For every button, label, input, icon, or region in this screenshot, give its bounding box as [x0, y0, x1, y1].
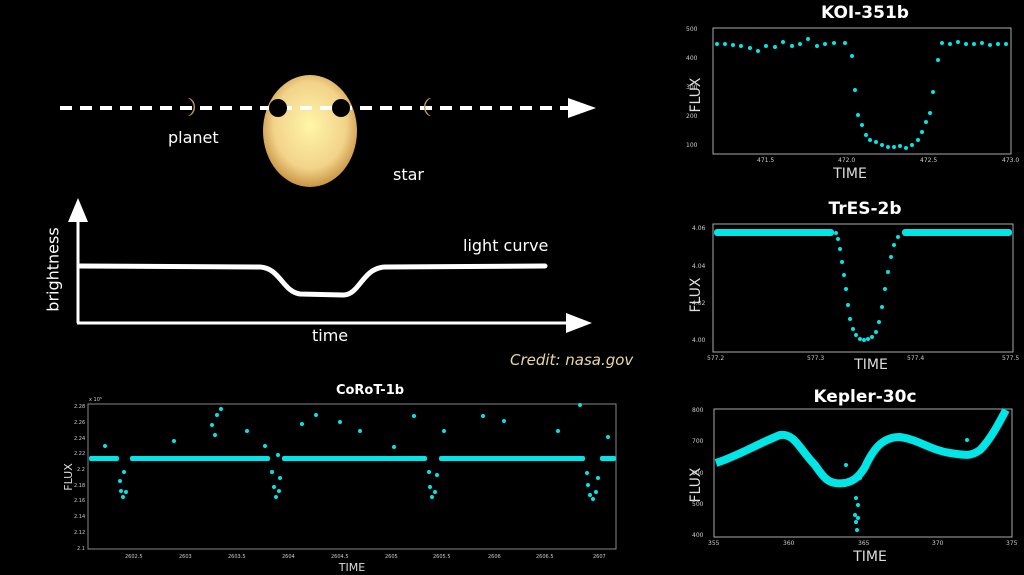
chart-corot-1b: x 10⁵ 2.28 2.26 2.24 2.22 2.2 2.18 2.16 2.14 2.1… — [62, 397, 617, 574]
svg-text:700: 700 — [692, 438, 704, 445]
svg-text:FLUX: FLUX — [62, 463, 75, 491]
svg-text:2.1: 2.1 — [77, 546, 85, 552]
tres-data-points — [714, 229, 1012, 342]
planet-crescent-icon-right — [424, 98, 431, 116]
corot-data-points — [89, 403, 616, 501]
svg-text:4.00: 4.00 — [692, 337, 706, 344]
svg-text:x 10⁵: x 10⁵ — [89, 397, 102, 403]
light-curve-line — [77, 263, 548, 298]
planet-crescent-icon-left — [188, 98, 195, 116]
svg-text:2.12: 2.12 — [74, 530, 85, 536]
svg-text:100: 100 — [686, 142, 698, 149]
svg-text:2.28: 2.28 — [74, 404, 85, 410]
star-icon — [263, 75, 357, 187]
svg-text:472.0: 472.0 — [838, 157, 855, 164]
svg-text:2606.5: 2606.5 — [536, 554, 554, 560]
svg-text:2.24: 2.24 — [74, 436, 85, 442]
svg-text:800: 800 — [692, 407, 704, 414]
svg-text:2.18: 2.18 — [74, 483, 85, 489]
planet-icon-center — [332, 99, 350, 117]
svg-text:500: 500 — [686, 26, 698, 33]
svg-text:2.2: 2.2 — [77, 467, 85, 473]
svg-text:360: 360 — [783, 540, 795, 547]
svg-text:500: 500 — [692, 501, 704, 508]
chart-title-koi: KOI-351b — [821, 3, 909, 23]
svg-text:400: 400 — [692, 532, 704, 539]
kepler-data-band — [714, 408, 1010, 488]
koi-data-points — [715, 37, 1008, 150]
svg-text:2.26: 2.26 — [74, 420, 85, 426]
time-axis-label: time — [312, 326, 349, 345]
svg-text:FLUX: FLUX — [688, 467, 704, 502]
svg-text:4.04: 4.04 — [692, 263, 706, 270]
chart-title-kepler: Kepler-30c — [813, 387, 917, 407]
chart-kepler-30c: 800 700 600 500 400 355 360 365 370 375 TIME FLU… — [688, 407, 1018, 565]
svg-text:473.0: 473.0 — [1002, 157, 1019, 164]
svg-text:300: 300 — [686, 84, 698, 91]
brightness-axis-label: brightness — [43, 227, 63, 312]
svg-text:577.2: 577.2 — [707, 355, 724, 362]
svg-text:2606: 2606 — [488, 554, 501, 560]
svg-text:2604.5: 2604.5 — [331, 554, 349, 560]
svg-text:TIME: TIME — [338, 561, 365, 574]
svg-text:355: 355 — [708, 540, 720, 547]
orbit-arrow-icon — [568, 98, 596, 118]
svg-text:2603: 2603 — [179, 554, 192, 560]
svg-text:FLUX: FLUX — [688, 277, 704, 312]
svg-text:200: 200 — [686, 113, 698, 120]
svg-text:2602.5: 2602.5 — [125, 554, 143, 560]
light-curve-label: light curve — [463, 236, 549, 255]
svg-text:375: 375 — [1006, 540, 1018, 547]
svg-text:2604: 2604 — [282, 554, 295, 560]
svg-text:577.4: 577.4 — [907, 355, 924, 362]
svg-text:FLUX: FLUX — [688, 77, 704, 112]
svg-text:2605.5: 2605.5 — [433, 554, 451, 560]
svg-text:2.16: 2.16 — [74, 498, 85, 504]
time-axis-arrow-icon — [566, 313, 592, 333]
svg-text:TIME: TIME — [832, 166, 867, 182]
svg-text:472.5: 472.5 — [920, 157, 937, 164]
svg-text:4.02: 4.02 — [692, 300, 706, 307]
chart-tres-2b: 4.06 4.04 4.02 4.00 577.2 577.3 577.4 577.5 TI… — [688, 223, 1019, 373]
svg-text:400: 400 — [686, 55, 698, 62]
svg-text:2603.5: 2603.5 — [228, 554, 246, 560]
chart-koi-351b: 500 400 300 200 100 471.5 472.0 472.5 473.0 TIM… — [686, 26, 1019, 182]
svg-text:TIME: TIME — [852, 549, 887, 565]
svg-text:2.22: 2.22 — [74, 451, 85, 457]
svg-text:4.06: 4.06 — [692, 225, 706, 232]
svg-text:577.3: 577.3 — [807, 355, 824, 362]
svg-text:365: 365 — [858, 540, 870, 547]
svg-text:370: 370 — [932, 540, 944, 547]
credit-text: Credit: nasa.gov — [510, 351, 634, 369]
svg-text:TIME: TIME — [853, 357, 888, 373]
brightness-axis-arrow-icon — [68, 198, 88, 222]
svg-text:2.14: 2.14 — [74, 514, 85, 520]
chart-title-tres: TrES-2b — [828, 199, 902, 219]
svg-text:577.5: 577.5 — [1002, 355, 1019, 362]
planet-label: planet — [168, 128, 219, 147]
chart-title-corot: CoRoT-1b — [335, 383, 405, 398]
planet-icon-left-edge — [269, 99, 287, 117]
transit-diagram — [60, 75, 596, 333]
svg-text:2607: 2607 — [593, 554, 606, 560]
svg-text:600: 600 — [692, 470, 704, 477]
svg-text:2605: 2605 — [385, 554, 398, 560]
svg-text:471.5: 471.5 — [757, 157, 774, 164]
star-label: star — [393, 165, 424, 184]
